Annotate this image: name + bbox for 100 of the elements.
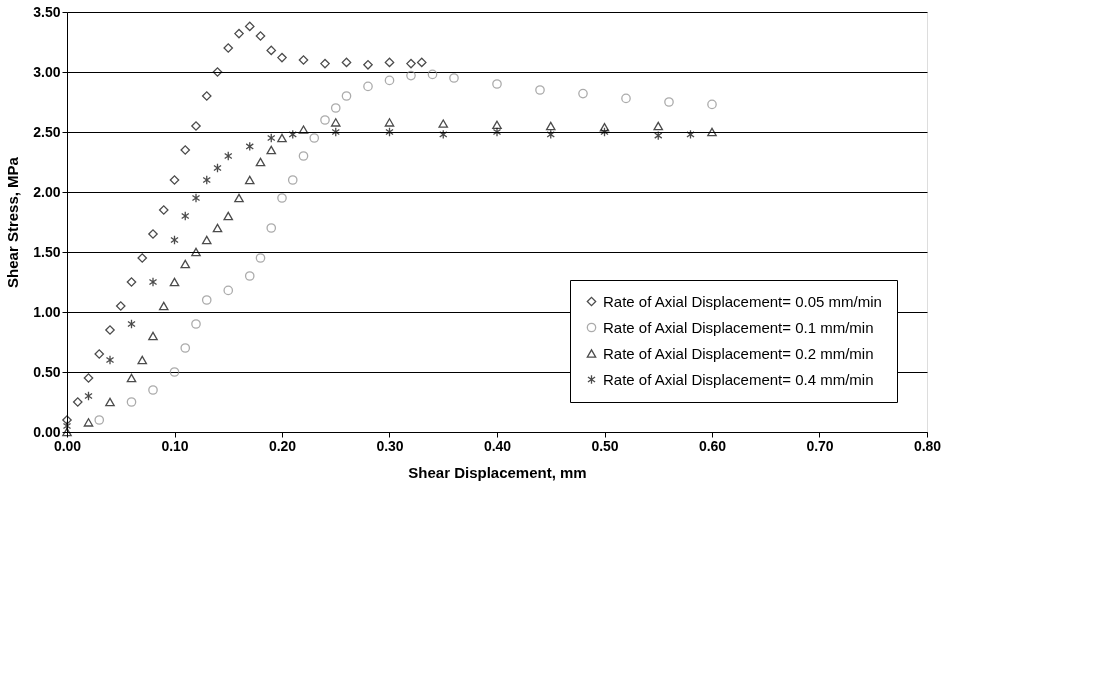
point [406, 70, 416, 81]
point [62, 415, 72, 425]
y-tick-label: 0.50 [33, 363, 61, 380]
x-tick-label: 0.60 [698, 437, 727, 454]
point [427, 69, 438, 80]
y-tick-label: 1.50 [33, 243, 61, 260]
point [287, 175, 298, 185]
point [158, 205, 169, 215]
point [234, 28, 244, 39]
point [245, 141, 254, 152]
point [545, 121, 556, 131]
point [438, 119, 449, 128]
y-axis-title: Shear Stress, MPa [4, 156, 22, 288]
x-tick-label: 0.20 [268, 437, 297, 454]
point [191, 193, 201, 203]
point [384, 57, 395, 68]
point [191, 319, 201, 329]
x-tick-label: 0.80 [913, 437, 942, 454]
point [223, 285, 234, 296]
point [223, 43, 234, 53]
point [105, 325, 115, 335]
point [212, 67, 223, 77]
point [126, 397, 137, 407]
point [72, 397, 83, 407]
point [330, 118, 341, 127]
point [341, 91, 352, 101]
legend-label: Rate of Axial Displacement= 0.1 mm/min [603, 318, 874, 336]
point [148, 385, 158, 395]
point [180, 259, 191, 269]
point [84, 391, 93, 401]
point [385, 127, 394, 137]
point [416, 57, 427, 68]
point [654, 130, 663, 141]
point [266, 223, 277, 233]
point [83, 418, 94, 427]
point [180, 343, 191, 353]
point [234, 193, 244, 203]
point [363, 59, 373, 70]
point [148, 229, 158, 239]
point [320, 115, 330, 125]
y-tick-label: 0.00 [33, 423, 61, 440]
legend-label: Rate of Axial Displacement= 0.2 mm/min [603, 344, 874, 362]
point [330, 103, 341, 113]
point [707, 99, 717, 110]
point [298, 55, 309, 65]
x-tick-label: 0.30 [376, 437, 404, 454]
x-tick-label: 0.40 [483, 437, 512, 454]
y-tick-label: 2.00 [33, 183, 61, 200]
point [94, 349, 105, 359]
point [158, 301, 169, 311]
point [492, 79, 502, 89]
point [449, 73, 459, 83]
point [331, 127, 340, 137]
x-tick-label: 0.10 [161, 437, 189, 454]
point [126, 373, 137, 383]
point [201, 295, 212, 305]
point [191, 247, 201, 257]
point [277, 133, 287, 143]
point [170, 235, 179, 245]
point [492, 127, 502, 137]
point [267, 133, 276, 143]
point [181, 211, 190, 221]
point [599, 122, 610, 132]
x-axis-title: Shear Displacement, mm [408, 463, 587, 481]
point [94, 415, 105, 425]
x-tick-label: 0.50 [591, 437, 619, 454]
y-tick-label: 3.50 [33, 3, 61, 20]
point [137, 355, 148, 365]
point [244, 21, 255, 32]
point [309, 133, 320, 143]
point [169, 175, 180, 185]
point [578, 88, 588, 99]
point [244, 271, 255, 281]
point [244, 175, 255, 185]
y-tick-label: 2.50 [33, 123, 61, 140]
y-tick-label: 3.00 [33, 63, 61, 80]
x-tick-label: 0.00 [53, 437, 82, 454]
point [707, 127, 717, 137]
point [255, 157, 266, 167]
point [169, 277, 180, 287]
point [320, 58, 330, 69]
point [213, 163, 222, 173]
point [277, 52, 287, 63]
point [298, 125, 309, 134]
point [621, 93, 631, 104]
point [105, 397, 115, 407]
point [492, 120, 502, 130]
point [191, 121, 201, 131]
point [212, 223, 223, 233]
y-tick-label: 1.00 [33, 303, 61, 320]
point [363, 81, 373, 92]
point [686, 129, 695, 140]
legend-label: Rate of Axial Displacement= 0.05 mm/min [603, 292, 882, 310]
point [653, 121, 664, 131]
point [115, 301, 126, 311]
point [664, 97, 674, 107]
point [255, 31, 266, 41]
point [201, 91, 212, 101]
x-tick-label: 0.70 [806, 437, 834, 454]
point [180, 145, 191, 155]
